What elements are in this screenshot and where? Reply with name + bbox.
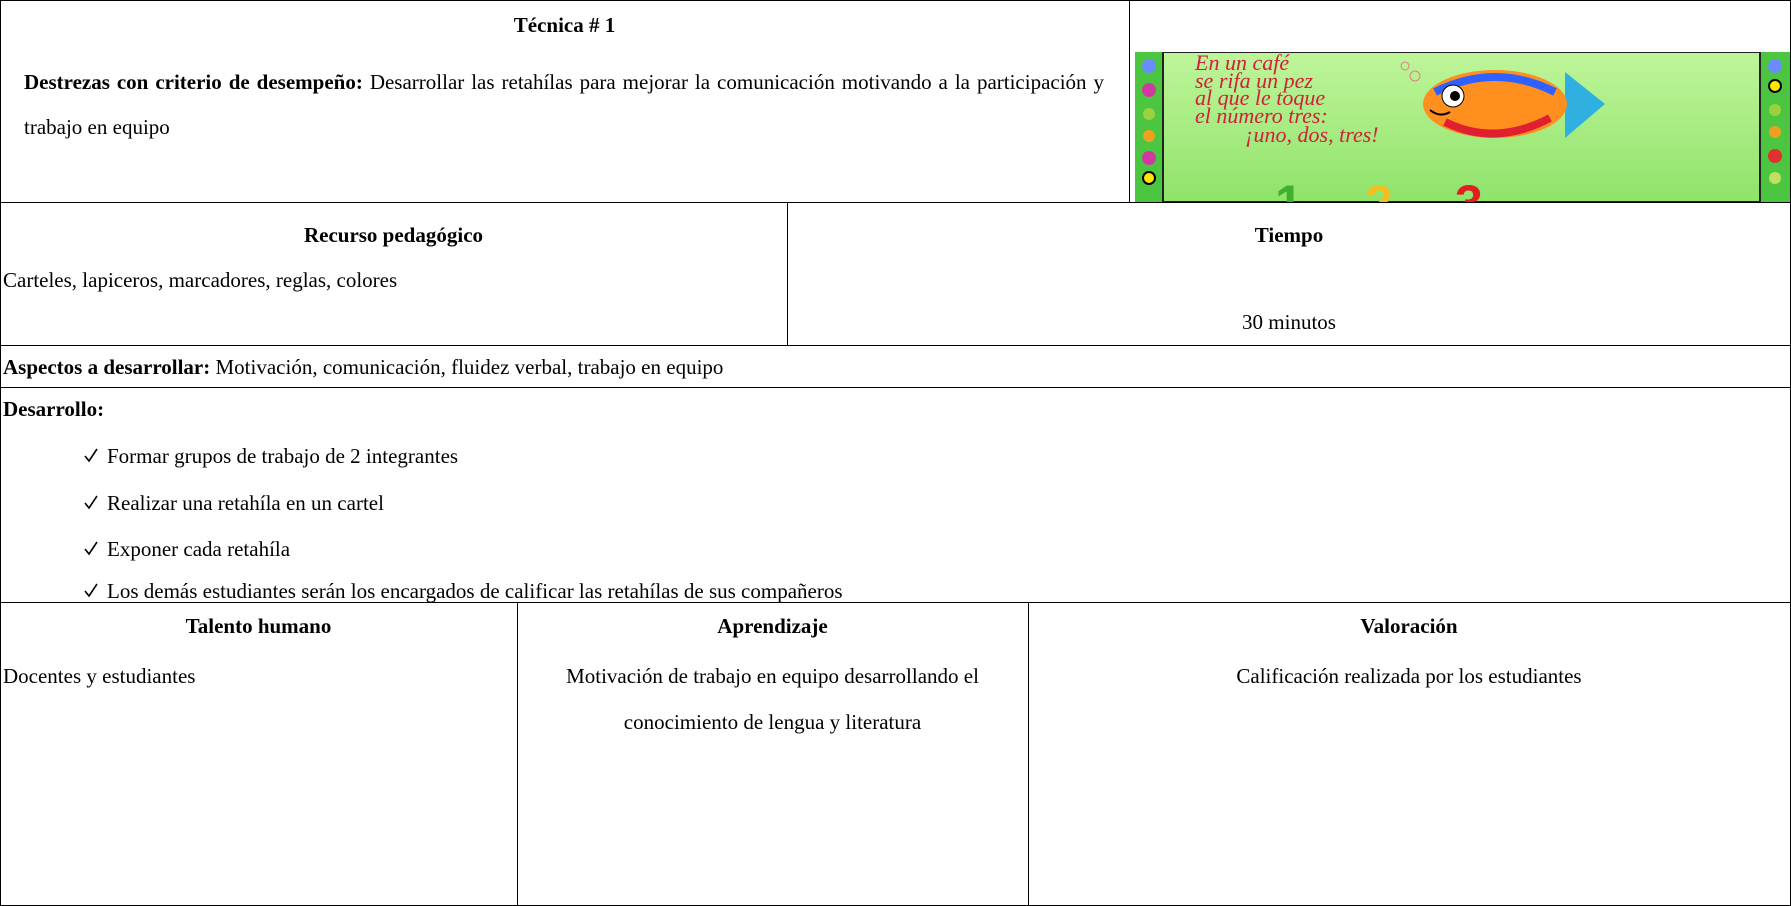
border: [1129, 0, 1130, 202]
aspects: Aspectos a desarrollar: Motivación, comu…: [3, 355, 723, 379]
learning-text: Motivación de trabajo en equipo desarrol…: [566, 664, 979, 734]
border: [0, 202, 1791, 203]
development-item: Formar grupos de trabajo de 2 integrante…: [107, 444, 459, 468]
development-item: Exponer cada retahíla: [107, 537, 291, 561]
illustration-text: al que le toque: [1195, 85, 1325, 110]
flowers: [1142, 59, 1782, 185]
illustration-text: el número tres:: [1195, 103, 1328, 128]
assessment-text: Calificación realizada por los estudiant…: [1236, 664, 1582, 688]
aspects-label: Aspectos a desarrollar:: [3, 355, 211, 379]
illustration-text: En un café: [1194, 52, 1290, 75]
resources-text: Carteles, lapiceros, marcadores, reglas,…: [3, 268, 398, 292]
border: [0, 345, 1791, 346]
assessment-label: Valoración: [1360, 614, 1458, 638]
border: [787, 202, 788, 345]
border: [0, 0, 1791, 1]
development-item: Los demás estudiantes serán los encargad…: [107, 579, 843, 603]
title: Técnica # 1: [513, 13, 616, 37]
resources-label: Recurso pedagógico: [303, 223, 484, 247]
illustration-text: se rifa un pez: [1195, 68, 1313, 93]
learning-label: Aprendizaje: [717, 614, 828, 638]
aspects-text: Motivación, comunicación, fluidez verbal…: [215, 355, 724, 379]
talent-label: Talento humano: [185, 614, 332, 638]
border: [0, 602, 1791, 603]
illustration-number: 3: [1455, 175, 1483, 202]
check-icon: [84, 448, 98, 463]
check-icon: [84, 541, 98, 556]
border: [0, 387, 1791, 388]
talent-text: Docentes y estudiantes: [3, 664, 196, 688]
time-label: Tiempo: [1254, 223, 1324, 247]
border: [1028, 602, 1029, 906]
illustration-number: 1: [1275, 175, 1303, 202]
development-label: Desarrollo:: [3, 397, 105, 421]
skills-text: Desarrollar las retahílas para mejorar l…: [24, 70, 1105, 139]
check-icon: [84, 583, 98, 598]
skills-label: Destrezas con criterio de desempeño:: [24, 70, 363, 94]
illustration-number: 2: [1365, 175, 1393, 202]
skills: Destrezas con criterio de desempeño: Des…: [24, 60, 1104, 150]
time-text: 30 minutos: [1242, 310, 1336, 334]
fish: [1400, 61, 1605, 138]
check-icon: [84, 495, 98, 510]
illustration-text: ¡uno, dos, tres!: [1245, 122, 1379, 147]
border: [0, 0, 1, 906]
border: [517, 602, 518, 906]
development-item: Realizar una retahíla en un cartel: [107, 491, 384, 515]
